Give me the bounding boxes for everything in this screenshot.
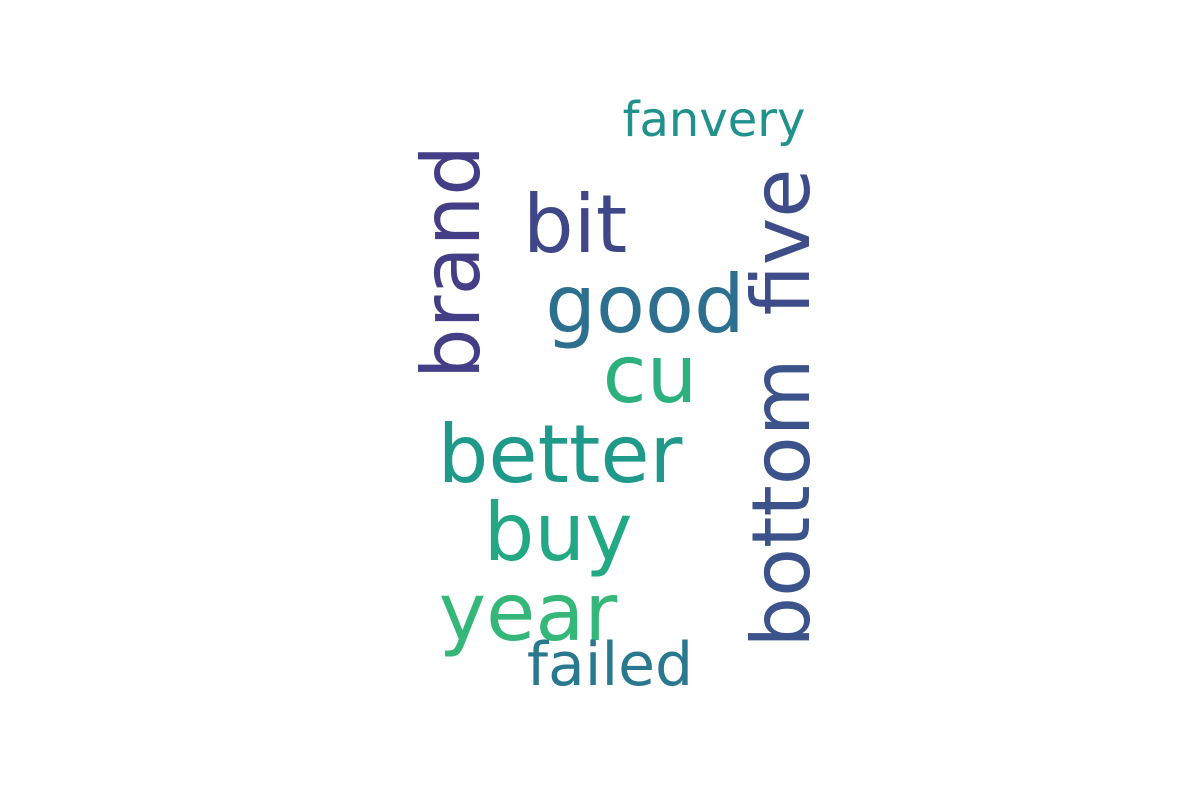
word-bottom: bottom bbox=[735, 358, 828, 648]
word-fanvery: fanvery bbox=[622, 92, 806, 148]
word-brand: brand bbox=[405, 144, 498, 380]
word-better: better bbox=[437, 408, 683, 501]
word-buy: buy bbox=[483, 486, 633, 579]
word-cu: cu bbox=[602, 328, 698, 421]
word-year: year bbox=[438, 566, 618, 659]
word-good: good bbox=[545, 258, 745, 351]
word-failed: failed bbox=[526, 630, 694, 700]
word-five: five bbox=[735, 168, 828, 316]
word-bit: bit bbox=[522, 178, 628, 271]
